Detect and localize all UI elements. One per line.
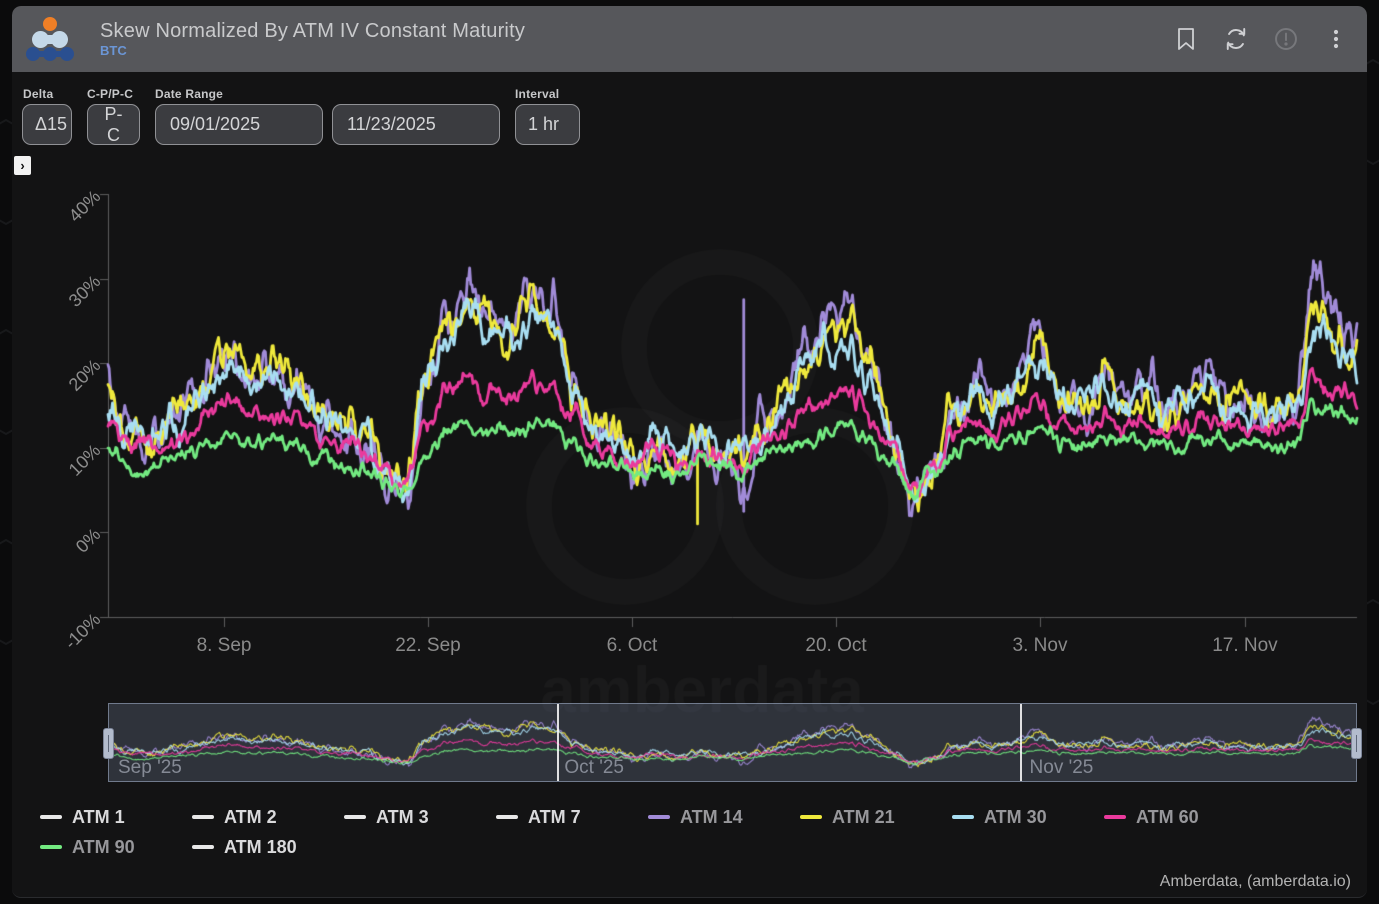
legend-item-atm-180[interactable]: ATM 180 xyxy=(192,834,344,860)
navigator-month-label: Oct '25 xyxy=(564,757,625,778)
legend-item-atm-3[interactable]: ATM 3 xyxy=(344,804,496,830)
credits-link[interactable]: Amberdata, (amberdata.io) xyxy=(1159,873,1351,890)
chart-widget-card: Skew Normalized By ATM IV Constant Matur… xyxy=(12,6,1367,898)
legend-marker xyxy=(40,845,62,849)
legend-label: ATM 7 xyxy=(528,806,581,827)
navigator-month-divider xyxy=(1019,704,1022,781)
legend-marker xyxy=(800,815,822,819)
legend-label: ATM 21 xyxy=(832,806,895,827)
navigator-handle-right[interactable] xyxy=(1351,728,1362,759)
legend-item-atm-1[interactable]: ATM 1 xyxy=(40,804,192,830)
legend-label: ATM 30 xyxy=(984,806,1047,827)
legend-item-atm-30[interactable]: ATM 30 xyxy=(952,804,1104,830)
legend-label: ATM 14 xyxy=(680,806,743,827)
legend-label: ATM 180 xyxy=(224,836,297,857)
legend-marker xyxy=(496,815,518,819)
legend-item-atm-7[interactable]: ATM 7 xyxy=(496,804,648,830)
legend-item-atm-90[interactable]: ATM 90 xyxy=(40,834,192,860)
legend-label: ATM 60 xyxy=(1136,806,1199,827)
navigator-month-divider xyxy=(557,704,560,781)
legend-label: ATM 3 xyxy=(376,806,429,827)
legend-item-atm-60[interactable]: ATM 60 xyxy=(1104,804,1256,830)
navigator-handle-left[interactable] xyxy=(103,728,114,759)
x-axis-label: 3. Nov xyxy=(1012,635,1068,656)
legend-marker xyxy=(648,815,670,819)
legend-item-atm-2[interactable]: ATM 2 xyxy=(192,804,344,830)
navigator-month-label: Nov '25 xyxy=(1029,757,1094,778)
x-axis-label: 8. Sep xyxy=(196,635,252,656)
x-axis-label: 17. Nov xyxy=(1212,635,1278,656)
navigator-month-label: Sep '25 xyxy=(117,757,182,778)
legend-label: ATM 90 xyxy=(72,836,135,857)
legend-marker xyxy=(40,815,62,819)
legend-marker xyxy=(192,845,214,849)
legend-marker xyxy=(952,815,974,819)
legend-marker xyxy=(192,815,214,819)
legend-marker xyxy=(1104,815,1126,819)
legend-item-atm-14[interactable]: ATM 14 xyxy=(648,804,800,830)
chart-legend: ATM 1 ATM 2 ATM 3 ATM 7 ATM 14 ATM 21 ATM 30 AT… xyxy=(40,804,1350,860)
x-axis-label: 20. Oct xyxy=(805,635,867,656)
x-axis-label: 6. Oct xyxy=(606,635,658,656)
legend-marker xyxy=(344,815,366,819)
legend-label: ATM 2 xyxy=(224,806,277,827)
x-axis-label: 22. Sep xyxy=(395,635,461,656)
legend-label: ATM 1 xyxy=(72,806,125,827)
navigator-canvas[interactable] xyxy=(109,704,1356,781)
legend-item-atm-21[interactable]: ATM 21 xyxy=(800,804,952,830)
navigator[interactable]: Sep '25 Oct '25 Nov '25 xyxy=(103,703,1362,782)
